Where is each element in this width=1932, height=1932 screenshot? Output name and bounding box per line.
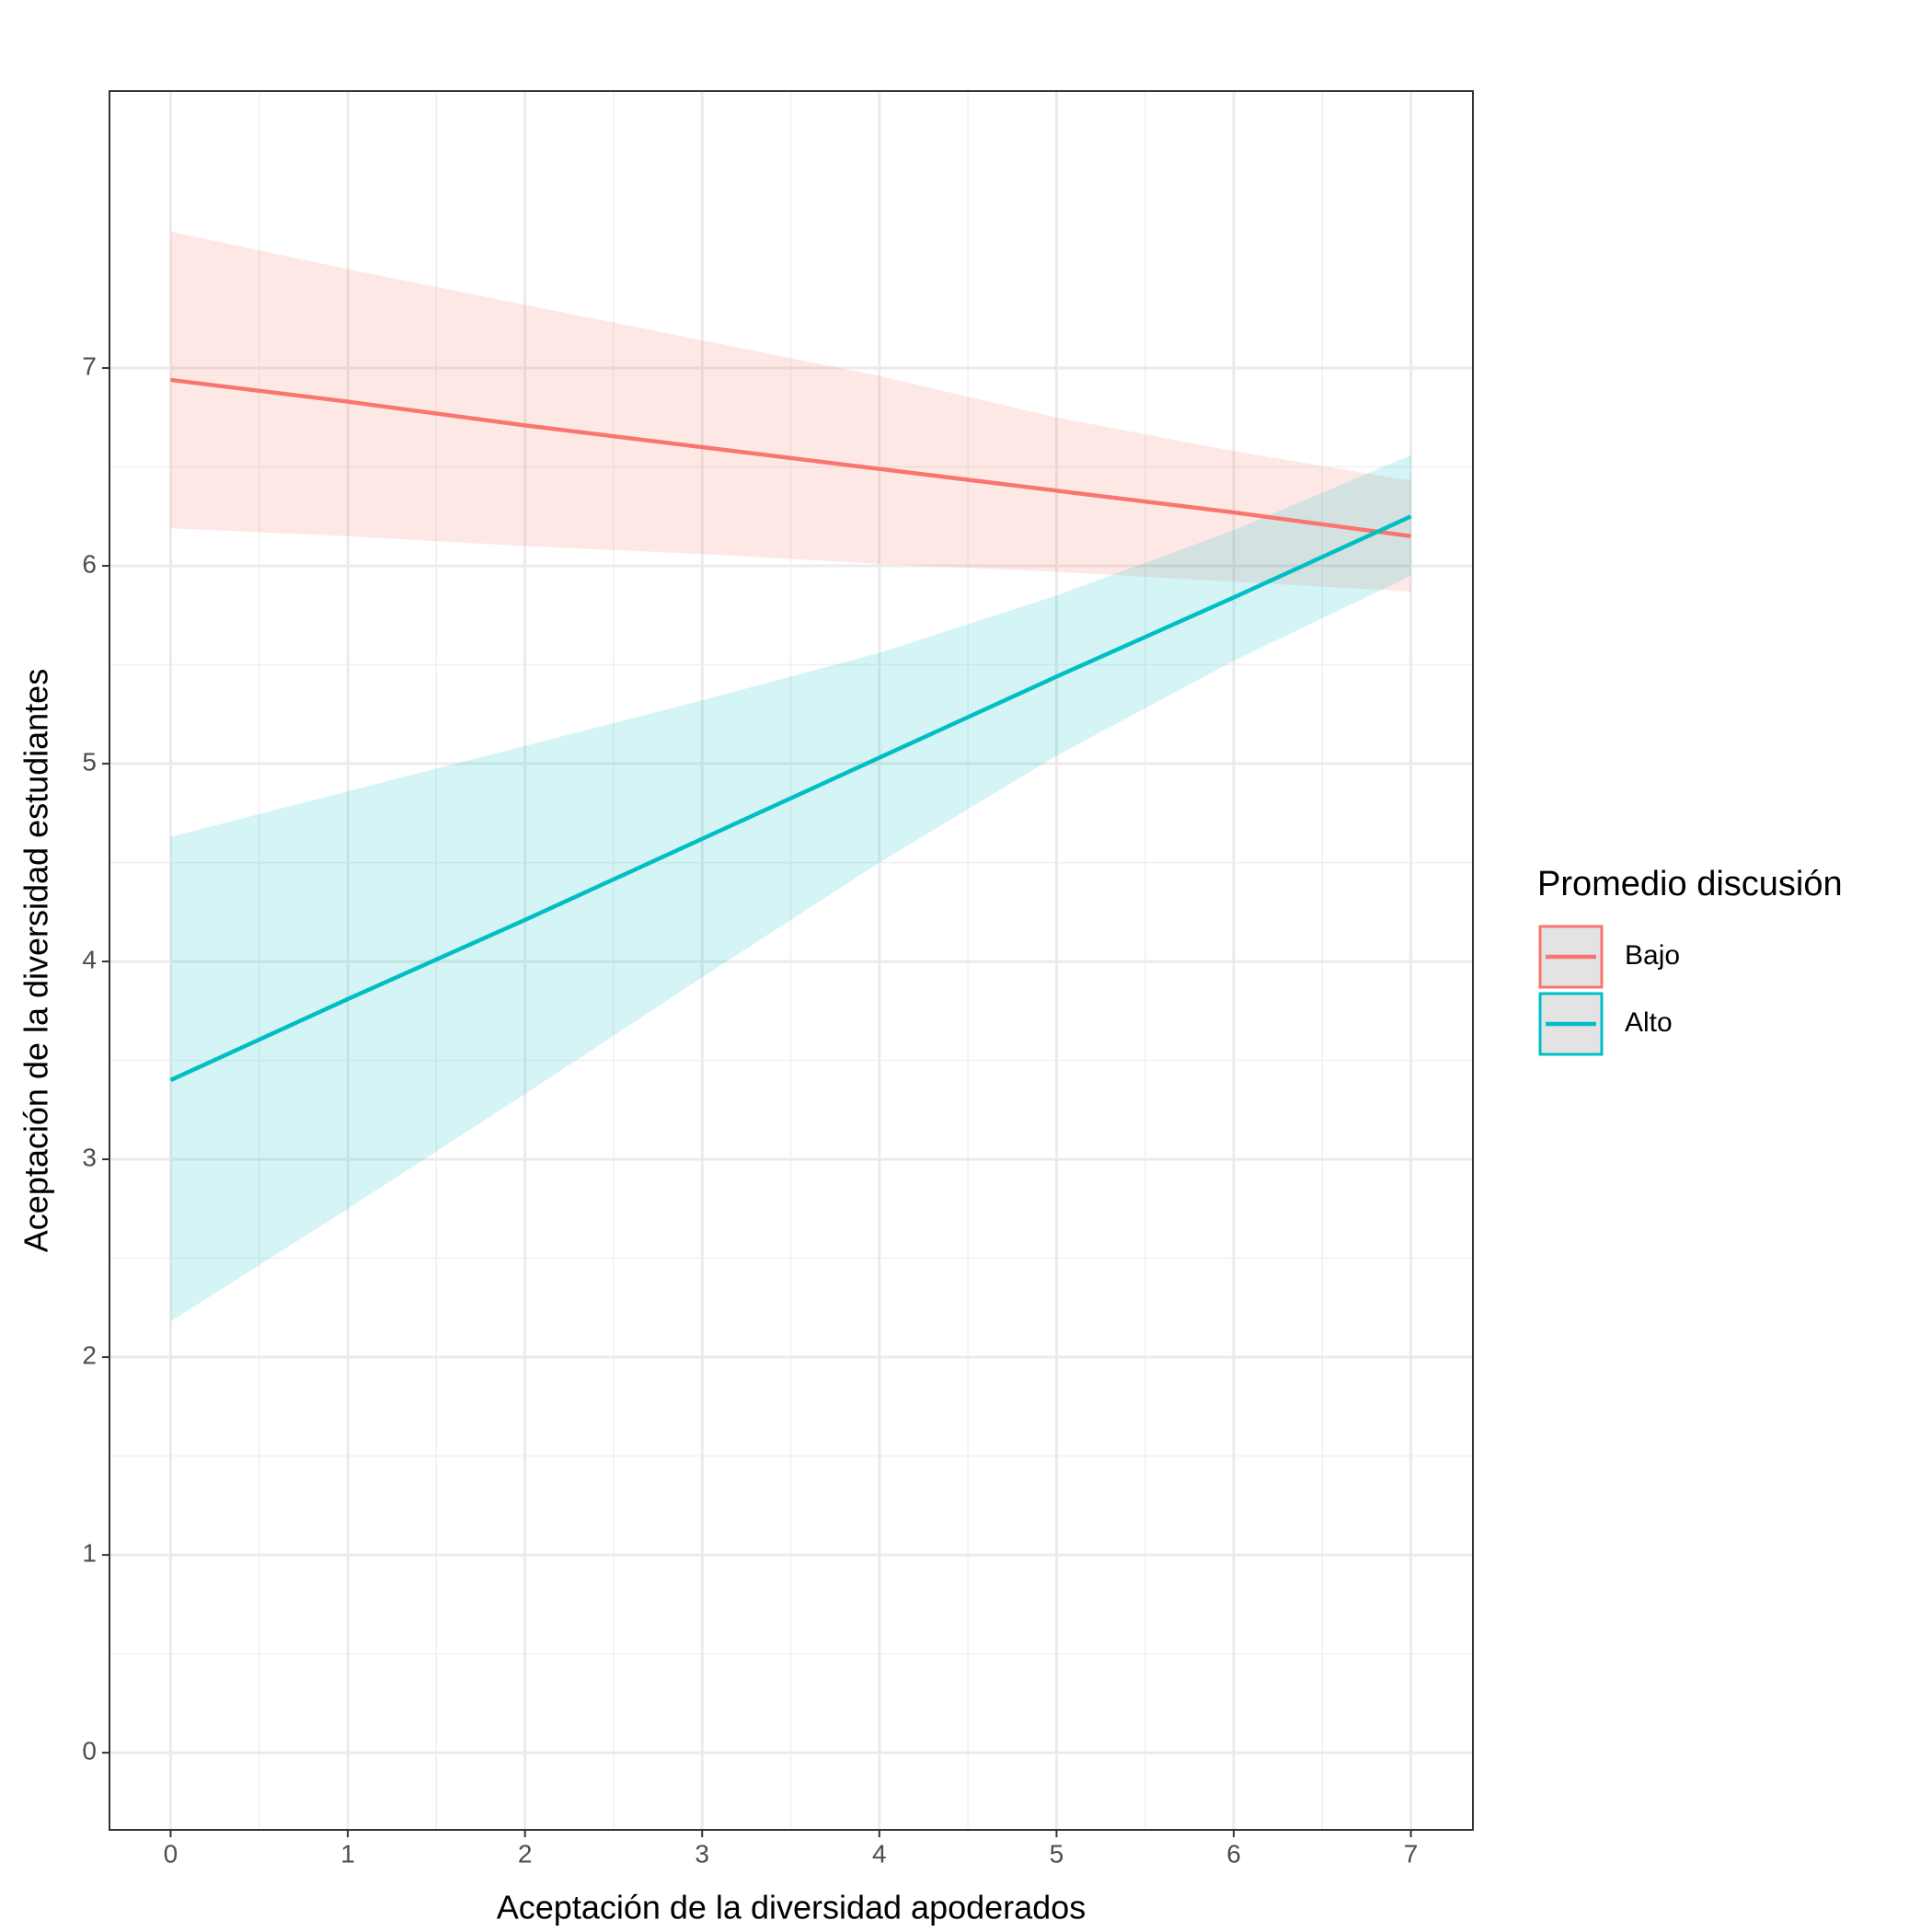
- line: [169, 514, 1412, 1083]
- y-tick-label: 0: [82, 1737, 97, 1765]
- y-tick-label: 2: [82, 1340, 97, 1369]
- x-tick-label: 3: [695, 1839, 709, 1868]
- confidence-band: [170, 454, 1411, 1322]
- x-tick-label: 4: [872, 1839, 887, 1868]
- x-tick-label: 0: [164, 1839, 178, 1868]
- y-axis-title: Aceptación de la diversidad estudiantes: [17, 669, 55, 1252]
- y-tick-label: 5: [82, 747, 97, 776]
- x-tick-label: 7: [1404, 1839, 1419, 1868]
- x-axis-title: Aceptación de la diversidad apoderados: [497, 1889, 1086, 1926]
- plot-border: [109, 90, 1474, 1831]
- confidence-band: [170, 231, 1411, 592]
- x-tick-label: 5: [1050, 1839, 1064, 1868]
- legend-title: Promedio discusión: [1537, 865, 1843, 903]
- x-tick-label: 6: [1226, 1839, 1241, 1868]
- y-tick-label: 3: [82, 1143, 97, 1171]
- y-tick-label: 6: [82, 549, 97, 578]
- x-tick-label: 1: [340, 1839, 355, 1868]
- x-tick-label: 2: [518, 1839, 533, 1868]
- legend-label: Alto: [1625, 1007, 1673, 1038]
- line: [170, 377, 1411, 539]
- y-tick-label: 1: [82, 1539, 97, 1568]
- legend-label: Bajo: [1625, 940, 1680, 971]
- y-tick-label: 7: [82, 351, 97, 380]
- y-tick-label: 4: [82, 945, 97, 973]
